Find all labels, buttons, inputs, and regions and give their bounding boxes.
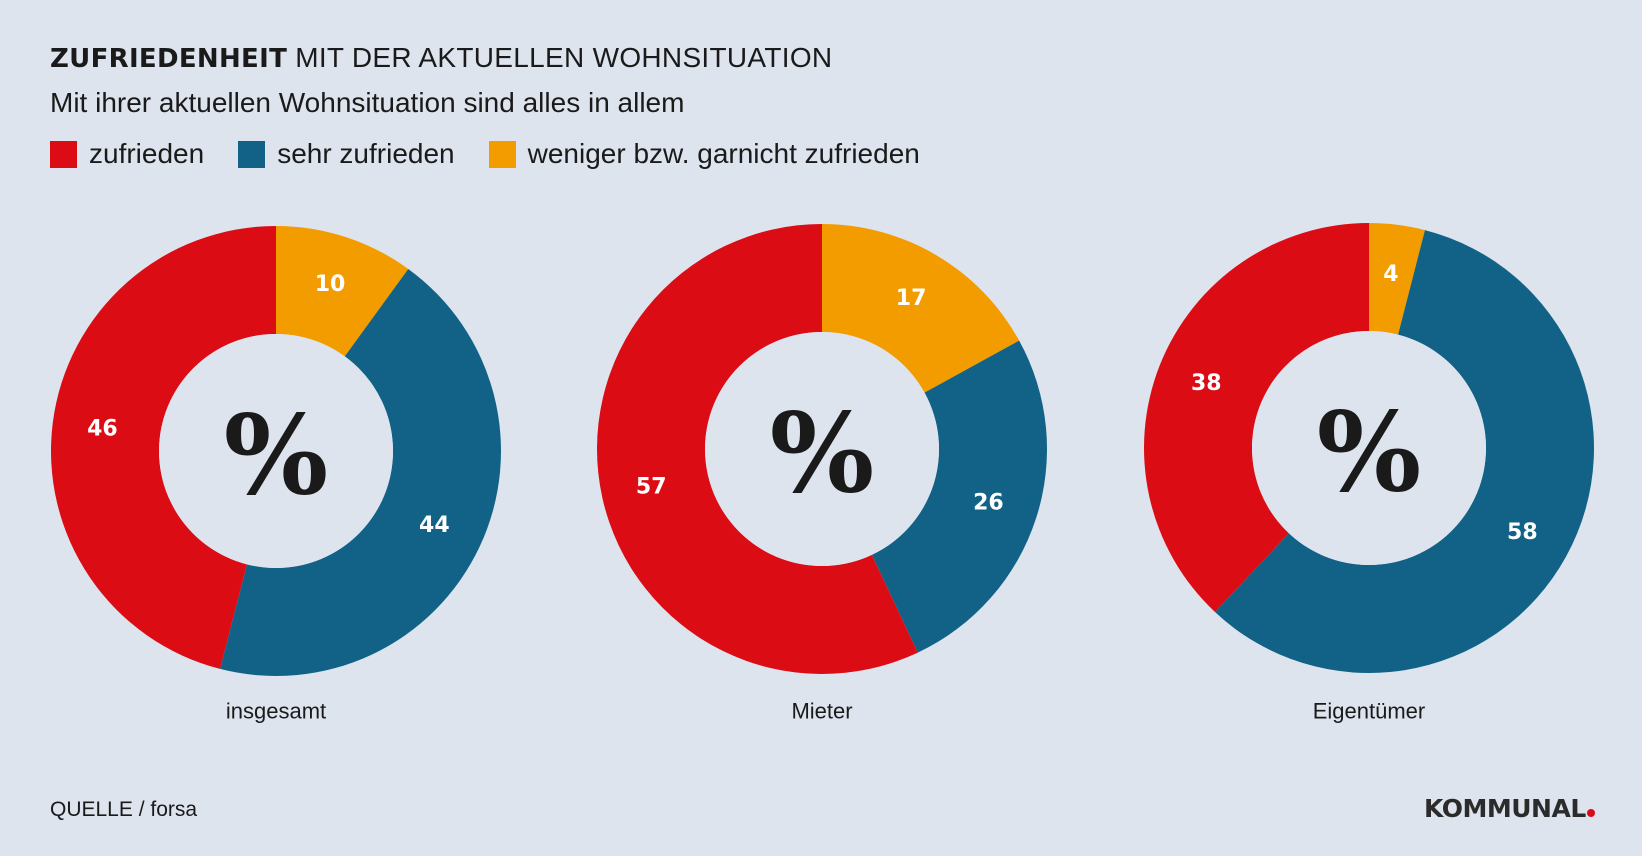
chart-category-label: insgesamt [226,699,326,724]
donut-slice-value-label: 58 [1507,520,1538,545]
donut-slice-sehr-zufrieden [871,340,1047,653]
donut-slice-weniger-bzw-garnicht-zufrieden [1369,223,1425,335]
legend-item-weniger-zufrieden: weniger bzw. garnicht zufrieden [488,136,920,172]
donut-slice-zufrieden [597,224,918,674]
chart-title-rest: MIT DER AKTUELLEN WOHNSITUATION [287,42,833,73]
brand-logo-text: KOMMUNAL [1424,794,1586,823]
legend-label-weniger-zufrieden: weniger bzw. garnicht zufrieden [527,138,920,169]
donut-slice-value-label: 4 [1383,262,1398,287]
donut-slice-weniger-bzw-garnicht-zufrieden [276,226,409,357]
donut-slice-value-label: 17 [896,286,927,311]
percent-center-label: % [224,391,329,520]
brand-logo-dot [1586,809,1595,817]
legend-swatch-zufrieden [50,140,77,168]
donut-slice-value-label: 44 [419,513,450,538]
chart-header: ZUFRIEDENHEIT MIT DER AKTUELLEN WOHNSITU… [50,40,832,121]
donut-slice-zufrieden [1144,223,1369,613]
donut-chart-eigent-mer: 4 58 38% Eigentümer [1144,223,1595,724]
donut-chart-insgesamt: 10 44 46 % insgesamt [50,226,501,724]
legend: zufrieden sehr zufrieden weniger bzw. ga… [50,136,954,172]
donut-slice-value-label: 38 [1191,371,1222,396]
chart-title-bold: ZUFRIEDENHEIT [50,44,288,74]
chart-subtitle: Mit ihrer aktuellen Wohnsituation sind a… [50,87,685,118]
donut-slice-value-label: 57 [636,475,667,500]
donut-slice-sehr-zufrieden [220,268,501,676]
chart-title: ZUFRIEDENHEIT MIT DER AKTUELLEN WOHNSITU… [50,40,832,77]
legend-label-zufrieden: zufrieden [89,138,205,169]
donut-slice-value-label: 10 [315,272,346,297]
legend-swatch-weniger-zufrieden [488,140,516,168]
donut-slice-value-label: 26 [973,491,1004,516]
donut-slice-zufrieden [50,226,277,669]
legend-swatch-sehr-zufrieden [238,140,266,168]
donut-slice-value-label: 46 [87,417,118,442]
donut-hole [705,332,939,566]
donut-hole [159,334,393,568]
percent-center-label: % [770,389,875,518]
legend-label-sehr-zufrieden: sehr zufrieden [277,138,455,169]
source-note: QUELLE / forsa [50,798,198,821]
donut-chart-mieter: 17 26 57 % Mieter [597,224,1047,724]
legend-item-sehr-zufrieden: sehr zufrieden [238,136,455,172]
donut-hole [1252,331,1486,565]
donut-slice-weniger-bzw-garnicht-zufrieden [822,224,1020,393]
brand-logo: KOMMUNAL [1424,794,1595,823]
chart-category-label: Mieter [791,699,852,724]
legend-item-zufrieden: zufrieden [50,136,204,172]
percent-center-label: % [1317,388,1422,517]
chart-category-label: Eigentümer [1313,699,1426,724]
donut-slice-sehr-zufrieden [1214,230,1595,674]
